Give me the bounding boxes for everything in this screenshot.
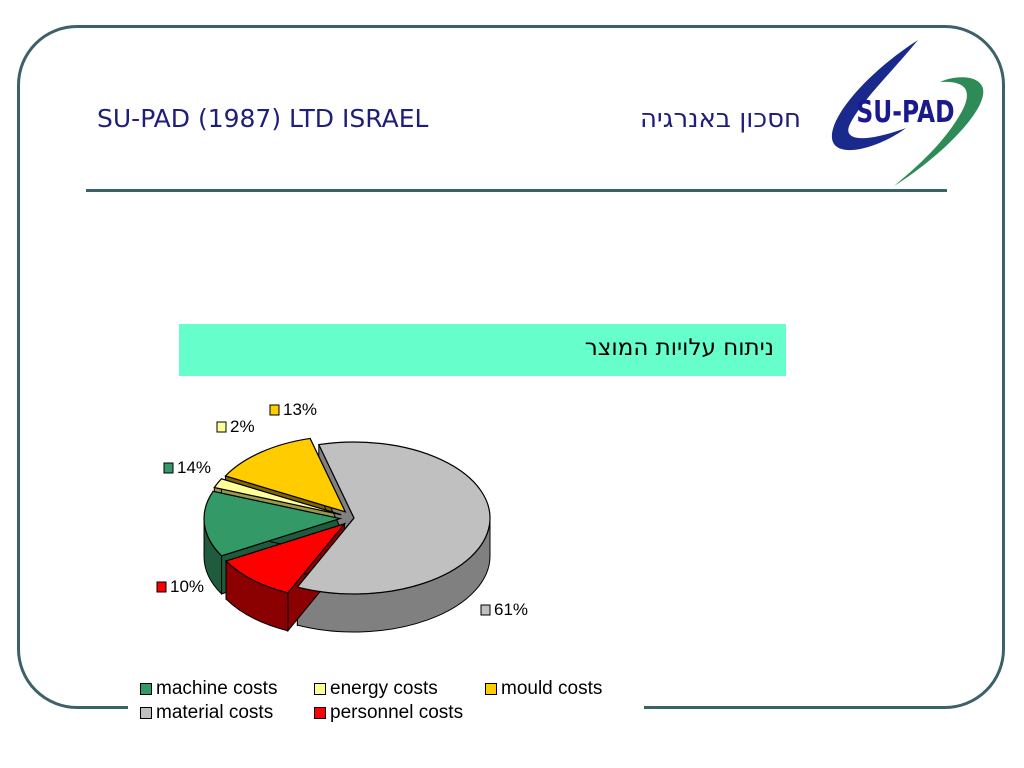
pie-label-text-material: 61% [494, 600, 528, 619]
pie-tops [203, 437, 491, 595]
pie-label-machine: 14% [163, 458, 211, 477]
legend-item-material: material costs [140, 702, 273, 724]
legend-item-mould: mould costs [485, 678, 602, 700]
legend-swatch-personnel [314, 707, 326, 719]
pie-slice-energy [213, 478, 342, 516]
company-title: SU-PAD (1987) LTD ISRAEL [97, 104, 429, 133]
pie-slice-personnel [224, 522, 347, 594]
pie-slice-material [296, 441, 491, 595]
pie-label-swatch-machine [163, 462, 174, 474]
pie-label-text-mould: 13% [283, 400, 317, 419]
pie-label-text-energy: 2% [230, 417, 255, 436]
pie-label-text-machine: 14% [177, 458, 211, 477]
pie-label-swatch-mould [269, 404, 280, 416]
legend-item-energy: energy costs [314, 678, 438, 700]
pie-label-personnel: 10% [156, 577, 204, 596]
banner-text: ניתוח עלויות המוצר [584, 335, 774, 361]
pie-slice-mould [224, 437, 347, 513]
legend-label-energy: energy costs [330, 678, 438, 699]
su-pad-logo: SU-PAD [831, 40, 984, 186]
pie-slice-machine [203, 490, 343, 557]
legend-swatch-mould [485, 683, 497, 695]
pie-label-energy: 2% [216, 417, 255, 436]
legend-label-personnel: personnel costs [330, 702, 464, 723]
pie-label-swatch-personnel [156, 581, 167, 593]
chart-banner: ניתוח עלויות המוצר [179, 324, 786, 376]
legend-swatch-energy [314, 683, 326, 695]
legend-swatch-material [140, 707, 152, 719]
legend-label-mould: mould costs [501, 678, 603, 699]
legend-swatch-machine [140, 683, 152, 695]
legend-item-personnel: personnel costs [314, 702, 463, 724]
logo-swoosh-green [894, 77, 984, 186]
frame-gap [128, 700, 644, 714]
slide-title-hebrew: חסכון באנרגיה [639, 104, 801, 134]
pie-label-material: 61% [480, 600, 528, 619]
chart-legend: machine costs energy costs mould costs m… [140, 678, 640, 728]
pie-label-mould: 13% [269, 400, 317, 419]
pie-label-text-personnel: 10% [170, 577, 204, 596]
pie-label-swatch-energy [216, 421, 227, 433]
legend-item-machine: machine costs [140, 678, 277, 700]
legend-label-machine: machine costs [156, 678, 278, 699]
logo-text: SU-PAD [856, 95, 954, 130]
logo-swoosh-blue [831, 40, 918, 151]
header-divider [86, 189, 947, 192]
legend-label-material: material costs [156, 702, 274, 723]
pie-label-swatch-material [480, 604, 491, 616]
